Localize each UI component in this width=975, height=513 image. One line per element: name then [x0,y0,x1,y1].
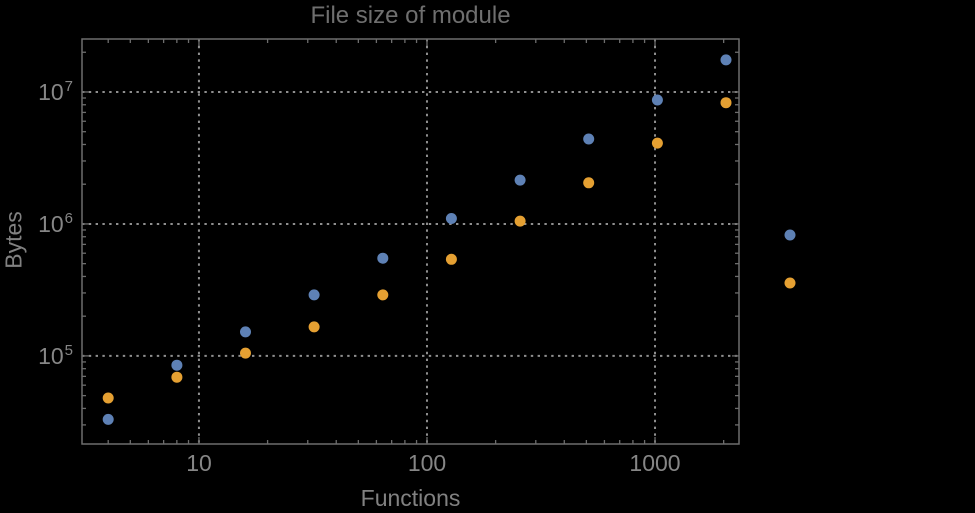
data-point-blue [445,213,457,224]
x-axis-label: Functions [360,485,461,511]
data-point-blue [514,174,526,186]
x-tick-label: 1000 [629,450,681,476]
data-point-orange [102,392,114,404]
data-point-orange [240,347,251,359]
y-tick-label: 106 [38,210,73,237]
legend-marker-orange [784,277,796,289]
data-point-blue [377,252,389,264]
chart-title: File size of module [310,2,511,29]
y-tick-label: 105 [38,342,73,369]
x-tick-label: 10 [186,450,212,476]
y-tick-label: 107 [38,78,73,105]
data-point-blue [102,413,114,425]
data-point-blue [171,359,183,371]
data-point-blue [720,54,732,66]
data-point-orange [445,253,457,265]
data-point-blue [651,94,663,106]
x-tick-label: 100 [407,450,447,476]
data-point-blue [240,326,251,338]
data-point-orange [651,137,663,149]
plot-frame [81,38,740,445]
legend-marker-blue [784,229,796,241]
data-point-orange [308,321,320,333]
data-point-orange [720,97,732,109]
data-point-blue [308,289,320,301]
data-point-blue [583,133,595,145]
data-point-orange [514,215,526,227]
data-point-orange [583,177,595,189]
data-point-orange [377,289,389,301]
data-point-orange [171,371,183,383]
